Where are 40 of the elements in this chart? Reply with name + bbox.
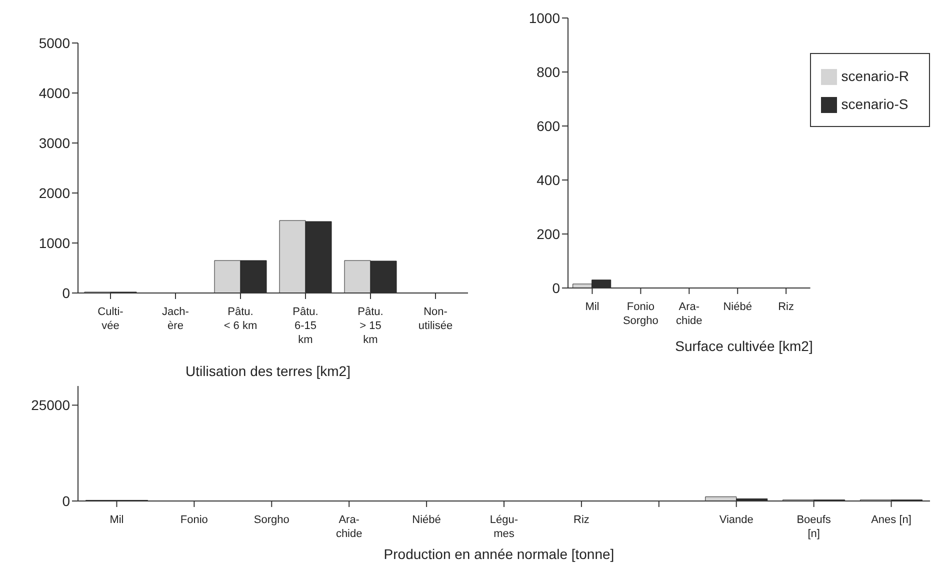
x-tick-label: Viande <box>719 514 754 526</box>
x-tick-label: Pâtu. > 15 km <box>358 306 384 346</box>
y-tick-label: 800 <box>536 64 560 80</box>
x-tick-label: Boeufs [n] <box>796 514 832 540</box>
y-tick-label: 3000 <box>38 134 70 151</box>
x-axis-title: Utilisation des terres [km2] <box>184 363 352 379</box>
y-tick-label: 4000 <box>38 84 70 101</box>
x-tick-label: Pâtu. 6-15 km <box>292 306 318 346</box>
legend-label: scenario-R <box>841 68 909 84</box>
x-tick-label: Ara- chide <box>336 514 362 540</box>
y-tick-label: 5000 <box>38 34 70 51</box>
y-tick-label: 1000 <box>38 234 70 251</box>
x-tick-label: Sorgho <box>254 514 290 526</box>
x-tick-label: Riz <box>574 514 590 526</box>
x-axis-title: Production en année normale [tonne] <box>382 546 616 562</box>
x-tick-label: Niébé <box>723 301 752 313</box>
x-tick-label: Jach- ère <box>162 306 190 332</box>
x-tick-label: Légu- mes <box>490 514 518 540</box>
y-tick-label: 600 <box>536 118 560 134</box>
x-tick-label: Ara- chide <box>676 301 702 327</box>
y-tick-label: 200 <box>536 226 560 242</box>
legend-label: scenario-S <box>841 96 908 112</box>
y-tick-label: 25000 <box>31 397 70 414</box>
y-tick-label: 1000 <box>528 10 560 26</box>
x-tick-label: Fonio <box>180 514 208 526</box>
x-tick-label: Pâtu. < 6 km <box>224 306 258 332</box>
x-tick-label: Culti- vée <box>98 306 124 332</box>
x-tick-label: Riz <box>778 301 794 313</box>
x-axis-title: Surface cultivée [km2] <box>674 338 814 354</box>
x-tick-label: Niébé <box>412 514 441 526</box>
x-tick-label: Non- utilisée <box>418 306 453 332</box>
x-tick-label: Anes [n] <box>871 514 912 526</box>
y-tick-label: 0 <box>552 280 560 296</box>
y-tick-label: 0 <box>62 284 70 301</box>
y-tick-label: 2000 <box>38 184 70 201</box>
x-tick-label: Mil <box>585 301 600 313</box>
y-tick-label: 400 <box>536 172 560 188</box>
y-tick-label: 0 <box>62 492 70 509</box>
x-tick-label: Fonio Sorgho <box>622 301 658 327</box>
x-tick-label: Mil <box>110 514 124 526</box>
